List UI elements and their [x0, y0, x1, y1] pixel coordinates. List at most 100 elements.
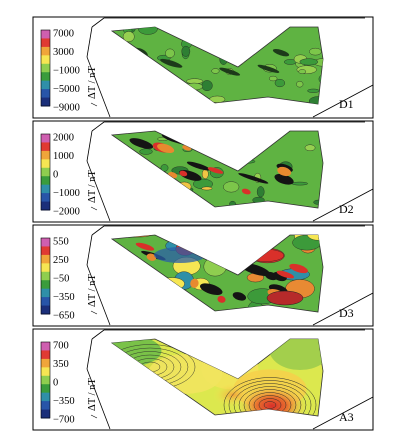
- contour-line: [248, 392, 292, 416]
- axis-tick: [90, 102, 98, 107]
- colorbar-swatch: [41, 142, 50, 152]
- colorbar-swatch: [41, 55, 50, 65]
- colorbar-swatch: [41, 80, 50, 90]
- anomaly-core: [129, 138, 154, 149]
- colorbar-swatch: [41, 384, 50, 394]
- colorbar-tick-label: −700: [53, 415, 75, 426]
- anomaly-core: [219, 67, 241, 76]
- colorbar-swatch: [41, 134, 50, 143]
- colorbar-swatch: [41, 159, 50, 169]
- anomaly-zone: [307, 88, 320, 93]
- colorbar-swatch: [41, 305, 50, 315]
- anomaly-zone: [160, 164, 169, 172]
- colorbar-tick-label: 350: [53, 359, 69, 370]
- contour-line: [238, 386, 302, 416]
- anomaly-zone: [223, 181, 240, 193]
- colorbar-swatch: [41, 246, 50, 256]
- anomaly-high: [135, 242, 155, 251]
- anomaly-zone: [139, 148, 153, 155]
- perspective-edge: [86, 130, 93, 162]
- contour-line: [233, 383, 307, 416]
- colorbar-swatch: [41, 150, 50, 160]
- anomaly-zone: [213, 383, 253, 407]
- perspective-edge: [312, 188, 374, 222]
- anomaly-zone: [299, 58, 319, 66]
- colorbar-tick-label: 250: [53, 255, 69, 266]
- anomaly-high: [289, 263, 308, 274]
- colorbar-swatch: [41, 342, 50, 351]
- anomaly-high: [276, 270, 295, 279]
- perspective-edge: [86, 26, 93, 58]
- anomaly-core: [274, 173, 294, 185]
- anomaly-zone: [256, 186, 265, 198]
- anomaly-zone: [291, 181, 308, 186]
- axis-tick: [90, 310, 98, 315]
- colorbar-swatch: [41, 30, 50, 39]
- colorbar-tick-label: −50: [53, 274, 69, 285]
- anomaly-high: [217, 295, 226, 303]
- colorbar-swatch: [41, 288, 50, 298]
- perspective-edge: [86, 338, 93, 370]
- anomaly-core: [272, 48, 290, 57]
- colorbar-tick-label: −350: [53, 396, 75, 407]
- anomaly-zone: [201, 186, 213, 191]
- colorbar-tick-label: −350: [53, 292, 75, 303]
- colorbar-axis-title: ΔT / nT: [87, 274, 98, 307]
- panel-d3: 550 250 −50 −350 −650 ΔT / nT D3: [32, 224, 374, 327]
- colorbar-swatch: [41, 375, 50, 385]
- colorbar-swatch: [41, 401, 50, 411]
- colorbar-tick-label: −650: [53, 311, 75, 322]
- colorbar-tick-label: 700: [53, 341, 69, 352]
- colorbar-swatch: [41, 63, 50, 73]
- anomaly-zone: [201, 80, 213, 92]
- anomaly-core: [160, 58, 183, 68]
- perspective-edge: [86, 56, 111, 118]
- perspective-edge: [86, 368, 111, 430]
- contour-line: [243, 389, 297, 416]
- colorbar-tick-label: −1000: [53, 66, 80, 77]
- colorbar-swatch: [41, 238, 50, 247]
- contour-line: [228, 380, 312, 416]
- colorbar-swatch: [41, 367, 50, 377]
- colorbar-swatch: [41, 392, 50, 402]
- anomaly-core: [199, 283, 223, 296]
- colorbar-swatch: [41, 254, 50, 264]
- perspective-edge: [91, 17, 105, 28]
- anomaly-core: [257, 64, 280, 73]
- anomaly-zone: [211, 68, 220, 74]
- panel-d2: 2000 1000 0 −1000 −2000 ΔT / nT D2: [32, 120, 374, 223]
- colorbar-swatch: [41, 271, 50, 281]
- anomaly-high: [207, 167, 224, 174]
- anomaly-zone: [201, 169, 209, 179]
- colorbar-swatch: [41, 167, 50, 177]
- anomaly-high: [179, 170, 188, 177]
- panel-label: D2: [339, 202, 354, 216]
- axis-tick: [90, 414, 98, 419]
- colorbar-tick-label: −5000: [53, 84, 80, 95]
- anomaly-zone: [269, 75, 278, 82]
- anomaly-core: [238, 173, 269, 184]
- anomaly-zone: [269, 339, 323, 371]
- colorbar: 7000 3000 −1000 −5000 −9000: [40, 29, 80, 114]
- anomaly-zone: [304, 144, 316, 152]
- colorbar-swatch: [41, 358, 50, 368]
- colorbar-tick-label: 3000: [53, 47, 74, 58]
- perspective-edge: [91, 121, 105, 132]
- colorbar-swatch: [41, 280, 50, 290]
- panel-d1: 7000 3000 −1000 −5000 −9000 ΔT / nT D1: [32, 16, 374, 119]
- perspective-edge: [86, 264, 111, 326]
- colorbar: 700 350 0 −350 −700: [40, 341, 75, 426]
- colorbar-axis-title: ΔT / nT: [87, 378, 98, 411]
- colorbar-swatch: [41, 263, 50, 273]
- anomaly-zone: [296, 81, 304, 88]
- perspective-edge: [91, 329, 105, 340]
- anomaly-zone: [165, 48, 175, 58]
- contour-line: [263, 401, 277, 409]
- perspective-edge: [312, 292, 374, 326]
- colorbar-tick-label: −2000: [53, 207, 80, 218]
- colorbar-outline: [40, 341, 51, 419]
- colorbar-swatch: [41, 193, 50, 203]
- colorbar-swatch: [41, 350, 50, 360]
- anomaly-core: [232, 292, 247, 301]
